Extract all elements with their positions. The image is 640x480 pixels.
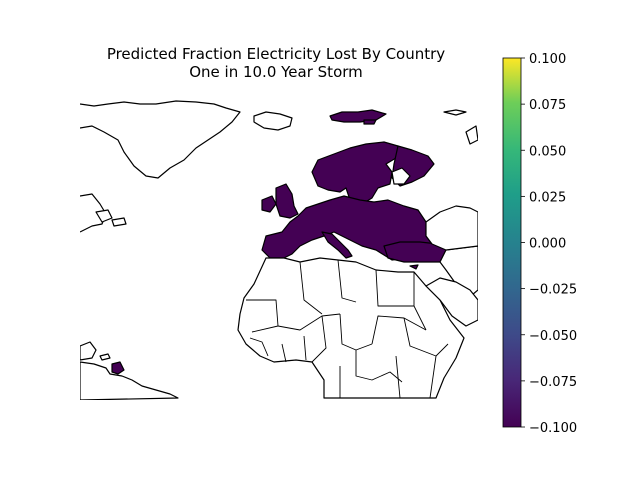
colorbar-gradient	[502, 57, 522, 428]
italy	[321, 231, 353, 259]
colorbar-tick-label: −0.100	[529, 421, 577, 436]
colorbar-tick-label: 0.000	[529, 237, 566, 252]
iceland	[253, 111, 293, 131]
scandinavia	[311, 141, 399, 205]
baltic	[391, 167, 411, 185]
colorbar-tick-label: −0.025	[529, 283, 577, 298]
russia-edge	[425, 205, 478, 251]
colorbar-tick-label: 0.075	[529, 98, 566, 113]
svalbard-small	[363, 119, 377, 125]
arctic-island	[443, 109, 467, 116]
canada-island	[95, 209, 113, 223]
map-subtitle: One in 10.0 Year Storm	[189, 63, 363, 81]
arctic-island	[465, 125, 478, 145]
colorbar-tick-label: −0.075	[529, 375, 577, 390]
canada-island	[111, 217, 127, 227]
colorbar-tick-label: −0.050	[529, 329, 577, 344]
colorbar-tick-label: 0.050	[529, 144, 566, 159]
colorbar-tick-label: 0.025	[529, 190, 566, 205]
arabia	[425, 277, 478, 327]
ireland	[261, 195, 277, 213]
french-guiana	[111, 361, 125, 375]
cyprus	[409, 264, 419, 270]
svalbard	[329, 109, 387, 123]
colorbar-tick-label: 0.100	[529, 52, 566, 67]
caribbean	[80, 341, 97, 361]
map-title: Predicted Fraction Electricity Lost By C…	[106, 45, 446, 63]
colorbar-ticks: 0.100 0.075 0.050 0.025 0.000 −0.025 −0.050 −0.…	[521, 52, 577, 436]
north-africa	[237, 257, 465, 399]
caribbean-island	[99, 353, 111, 361]
great-britain	[275, 183, 299, 219]
south-america	[80, 361, 179, 400]
greenland	[80, 100, 241, 179]
